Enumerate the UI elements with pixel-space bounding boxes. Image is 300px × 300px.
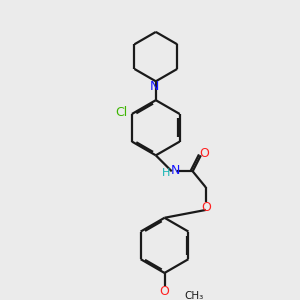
Text: N: N xyxy=(171,164,180,177)
Text: O: O xyxy=(159,285,169,298)
Text: O: O xyxy=(201,201,211,214)
Text: CH₃: CH₃ xyxy=(184,291,203,300)
Text: H: H xyxy=(162,168,171,178)
Text: Cl: Cl xyxy=(116,106,128,119)
Text: N: N xyxy=(150,80,159,93)
Text: O: O xyxy=(200,146,209,160)
